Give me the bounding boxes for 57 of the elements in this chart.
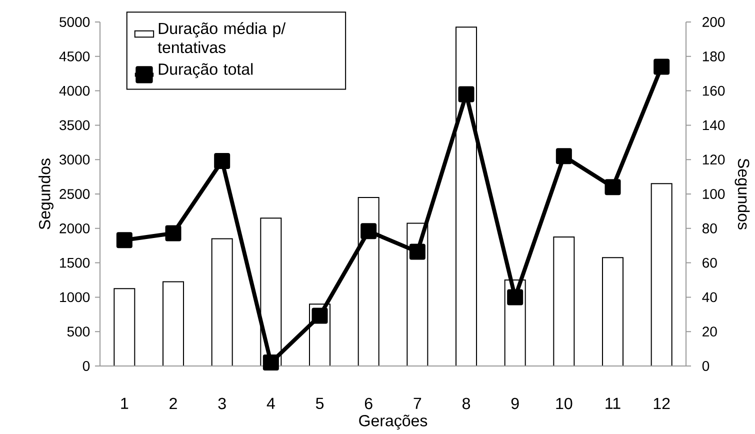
y-tick-label: 3500 (60, 120, 90, 130)
y2-tick-label: 140 (702, 120, 725, 130)
bar (114, 288, 136, 366)
point (214, 152, 230, 169)
point (165, 225, 182, 242)
x-tick-label: 4 (266, 398, 275, 409)
x-tick-label: 2 (170, 398, 177, 410)
x-axis-title: Gerações (359, 414, 428, 430)
y-tick-label: 4500 (59, 51, 90, 62)
point (409, 244, 426, 260)
x-tick-label: 11 (606, 398, 620, 409)
y-tick-label: 4000 (59, 86, 90, 96)
point (262, 354, 279, 371)
x-tick-label: 9 (511, 398, 519, 410)
point (458, 86, 474, 102)
bar (602, 257, 624, 366)
bar (162, 281, 184, 366)
y-tick-label: 2000 (60, 223, 90, 234)
x-tick-label: 5 (316, 398, 324, 410)
y2-tick-label: 20 (702, 326, 717, 337)
x-tick-label: 8 (462, 398, 470, 410)
y2-tick-label: 180 (702, 51, 725, 62)
point (116, 232, 132, 248)
bar (650, 183, 672, 366)
x-tick-label: 10 (556, 398, 572, 410)
legend-label: Duração média p/ tentativas (158, 22, 286, 54)
x-tick-label: 1 (121, 398, 128, 409)
y2-tick-label: 100 (702, 189, 725, 199)
legend-label: Duração total (158, 63, 253, 78)
bar (553, 236, 575, 366)
y-tick-label: 3000 (60, 154, 90, 165)
y-tick-label: 5000 (60, 17, 90, 27)
point (360, 223, 377, 240)
y-tick-label: 2500 (60, 189, 90, 199)
y-tick-label: 1500 (60, 258, 90, 268)
point (507, 289, 524, 306)
y2-tick-label: 40 (702, 292, 717, 302)
y2-tick-label: 0 (702, 361, 710, 371)
y2-tick-label: 120 (702, 154, 725, 165)
y-tick-label: 500 (67, 326, 90, 337)
x-tick-label: 12 (654, 398, 670, 410)
point (556, 148, 572, 164)
point (604, 179, 621, 196)
x-tick-label: 6 (364, 398, 372, 410)
x-tick-label: 3 (218, 398, 226, 410)
bar (211, 238, 233, 366)
y2-tick-label: 60 (702, 258, 717, 268)
y-tick-label: 1000 (60, 292, 90, 302)
y2-axis-title: Segundos (734, 158, 750, 230)
point (312, 308, 328, 324)
y2-tick-label: 200 (702, 17, 725, 27)
y-tick-label: 0 (82, 361, 90, 371)
x-tick-label: 7 (414, 398, 422, 409)
point (654, 58, 670, 75)
y-axis-title: Segundos (38, 158, 54, 230)
y2-tick-label: 160 (702, 86, 725, 96)
y2-tick-label: 80 (702, 223, 717, 234)
